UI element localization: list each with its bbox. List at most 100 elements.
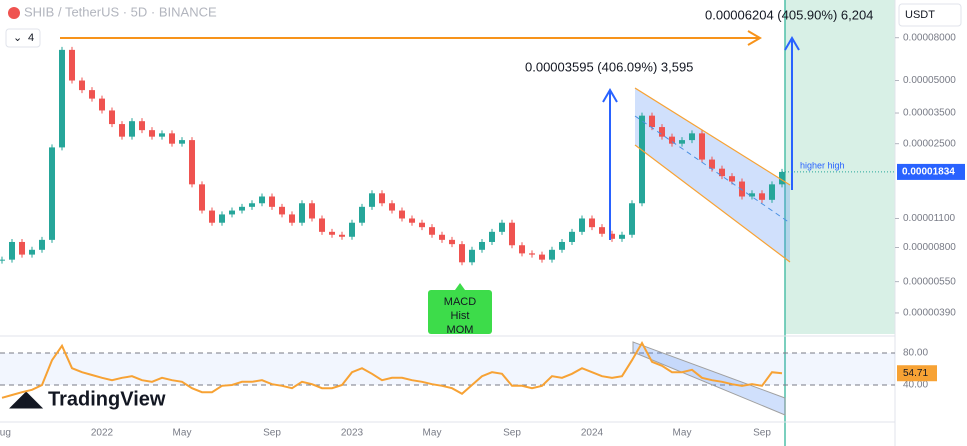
candle bbox=[69, 49, 75, 81]
signal-box bbox=[428, 290, 492, 334]
candle bbox=[119, 124, 125, 137]
currency-button[interactable] bbox=[898, 3, 962, 27]
candle bbox=[589, 218, 595, 228]
candle bbox=[199, 184, 205, 211]
candle bbox=[649, 115, 655, 128]
x-tick-label: Sep bbox=[753, 428, 771, 439]
candle bbox=[489, 231, 495, 242]
candle bbox=[329, 231, 335, 235]
candle bbox=[219, 214, 225, 223]
candle bbox=[299, 203, 305, 223]
candle bbox=[289, 214, 295, 223]
last-price-label: 0.00001834 bbox=[902, 167, 955, 178]
x-tick-label: 2024 bbox=[581, 428, 604, 439]
candle bbox=[709, 159, 715, 169]
candle bbox=[509, 222, 515, 246]
candle bbox=[309, 203, 315, 219]
y-tick-label: 0.00005000 bbox=[903, 75, 956, 86]
candle bbox=[479, 241, 485, 250]
rsi-value-box bbox=[897, 365, 937, 382]
candle bbox=[209, 210, 215, 223]
channel-mid bbox=[634, 115, 791, 224]
higher-high-label: higher high bbox=[800, 160, 845, 170]
currency: USDT bbox=[905, 9, 935, 21]
target-zone bbox=[785, 0, 895, 334]
candle bbox=[319, 218, 325, 232]
rsi-value-label: 54.71 bbox=[903, 368, 928, 379]
x-tick-label: 2023 bbox=[341, 428, 364, 439]
candle bbox=[689, 133, 695, 141]
x-tick-label: Sep bbox=[263, 428, 281, 439]
y-tick-label: 0.00008000 bbox=[903, 32, 956, 43]
candle bbox=[679, 140, 685, 144]
candle bbox=[469, 249, 475, 263]
candle bbox=[539, 254, 545, 260]
arrow-head bbox=[747, 30, 762, 46]
channel-bottom bbox=[634, 144, 791, 263]
candle bbox=[629, 203, 635, 235]
y-tick-label: 0.00002500 bbox=[903, 138, 956, 149]
candle bbox=[39, 239, 45, 250]
candle bbox=[429, 227, 435, 235]
candle bbox=[19, 241, 25, 255]
candle bbox=[759, 193, 765, 200]
candle bbox=[499, 222, 505, 232]
candle bbox=[49, 147, 55, 240]
signal-text: MACD bbox=[444, 296, 476, 308]
candle bbox=[189, 140, 195, 185]
candle bbox=[99, 98, 105, 111]
candle bbox=[239, 206, 245, 211]
candle bbox=[379, 193, 385, 204]
candle bbox=[279, 206, 285, 215]
y-tick-label: 0.00000800 bbox=[903, 242, 956, 253]
y-tick-label: 0.00003500 bbox=[903, 108, 956, 119]
candle bbox=[269, 196, 275, 207]
candle bbox=[659, 127, 665, 137]
candle bbox=[9, 241, 15, 260]
candle bbox=[779, 171, 785, 185]
candle bbox=[139, 121, 145, 131]
candle bbox=[149, 130, 155, 137]
signal-pointer bbox=[455, 283, 465, 290]
interval-value: 4 bbox=[28, 32, 34, 44]
candle bbox=[179, 140, 185, 144]
candle bbox=[449, 239, 455, 245]
candle bbox=[29, 249, 35, 255]
candle bbox=[719, 168, 725, 177]
candle bbox=[459, 244, 465, 263]
interval-badge[interactable] bbox=[5, 28, 41, 48]
candle bbox=[339, 234, 345, 237]
candle bbox=[169, 133, 175, 144]
arrow-head bbox=[784, 36, 800, 51]
x-tick-label: May bbox=[423, 428, 442, 439]
candle bbox=[79, 80, 85, 91]
channel-top bbox=[634, 87, 791, 186]
candle bbox=[529, 253, 535, 255]
y-tick-label: 0.00000550 bbox=[903, 276, 956, 287]
rsi-line bbox=[1, 340, 783, 399]
candle bbox=[439, 234, 445, 240]
candle bbox=[699, 133, 705, 160]
candle bbox=[749, 193, 755, 197]
candle bbox=[619, 234, 625, 239]
candle bbox=[569, 231, 575, 242]
candle bbox=[639, 115, 645, 204]
x-tick-label: Sep bbox=[503, 428, 521, 439]
candle bbox=[419, 222, 425, 228]
candle bbox=[409, 218, 415, 223]
interval-text: ⌄ bbox=[13, 32, 22, 44]
candle bbox=[389, 203, 395, 211]
candle bbox=[59, 49, 65, 148]
y-tick-label: 0.00000390 bbox=[903, 308, 956, 319]
move-label: 0.00003595 (406.09%) 3,595 bbox=[525, 59, 693, 74]
signal-text: MOM bbox=[447, 324, 474, 336]
candle bbox=[579, 218, 585, 232]
candle bbox=[89, 90, 95, 99]
arrow-head bbox=[602, 88, 618, 103]
candle bbox=[249, 203, 255, 207]
price-channel bbox=[635, 88, 790, 262]
signal-text: Hist bbox=[451, 310, 470, 322]
x-tick-label: May bbox=[673, 428, 692, 439]
y-tick-label: 0.00001100 bbox=[903, 213, 956, 224]
